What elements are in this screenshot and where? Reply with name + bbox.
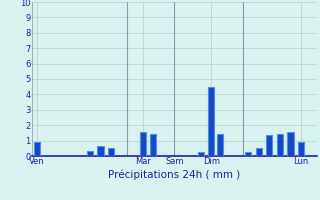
Bar [108, 148, 114, 156]
Bar [266, 135, 273, 156]
Bar [256, 148, 262, 156]
Bar [198, 152, 204, 156]
Bar [245, 152, 252, 156]
Bar [34, 142, 40, 156]
Bar [87, 151, 93, 156]
Bar [298, 142, 304, 156]
Bar [140, 132, 146, 156]
Bar [208, 87, 214, 156]
Bar [150, 134, 156, 156]
Bar [97, 146, 104, 156]
X-axis label: Précipitations 24h ( mm ): Précipitations 24h ( mm ) [108, 169, 241, 180]
Bar [277, 134, 283, 156]
Bar [217, 134, 223, 156]
Bar [287, 132, 293, 156]
